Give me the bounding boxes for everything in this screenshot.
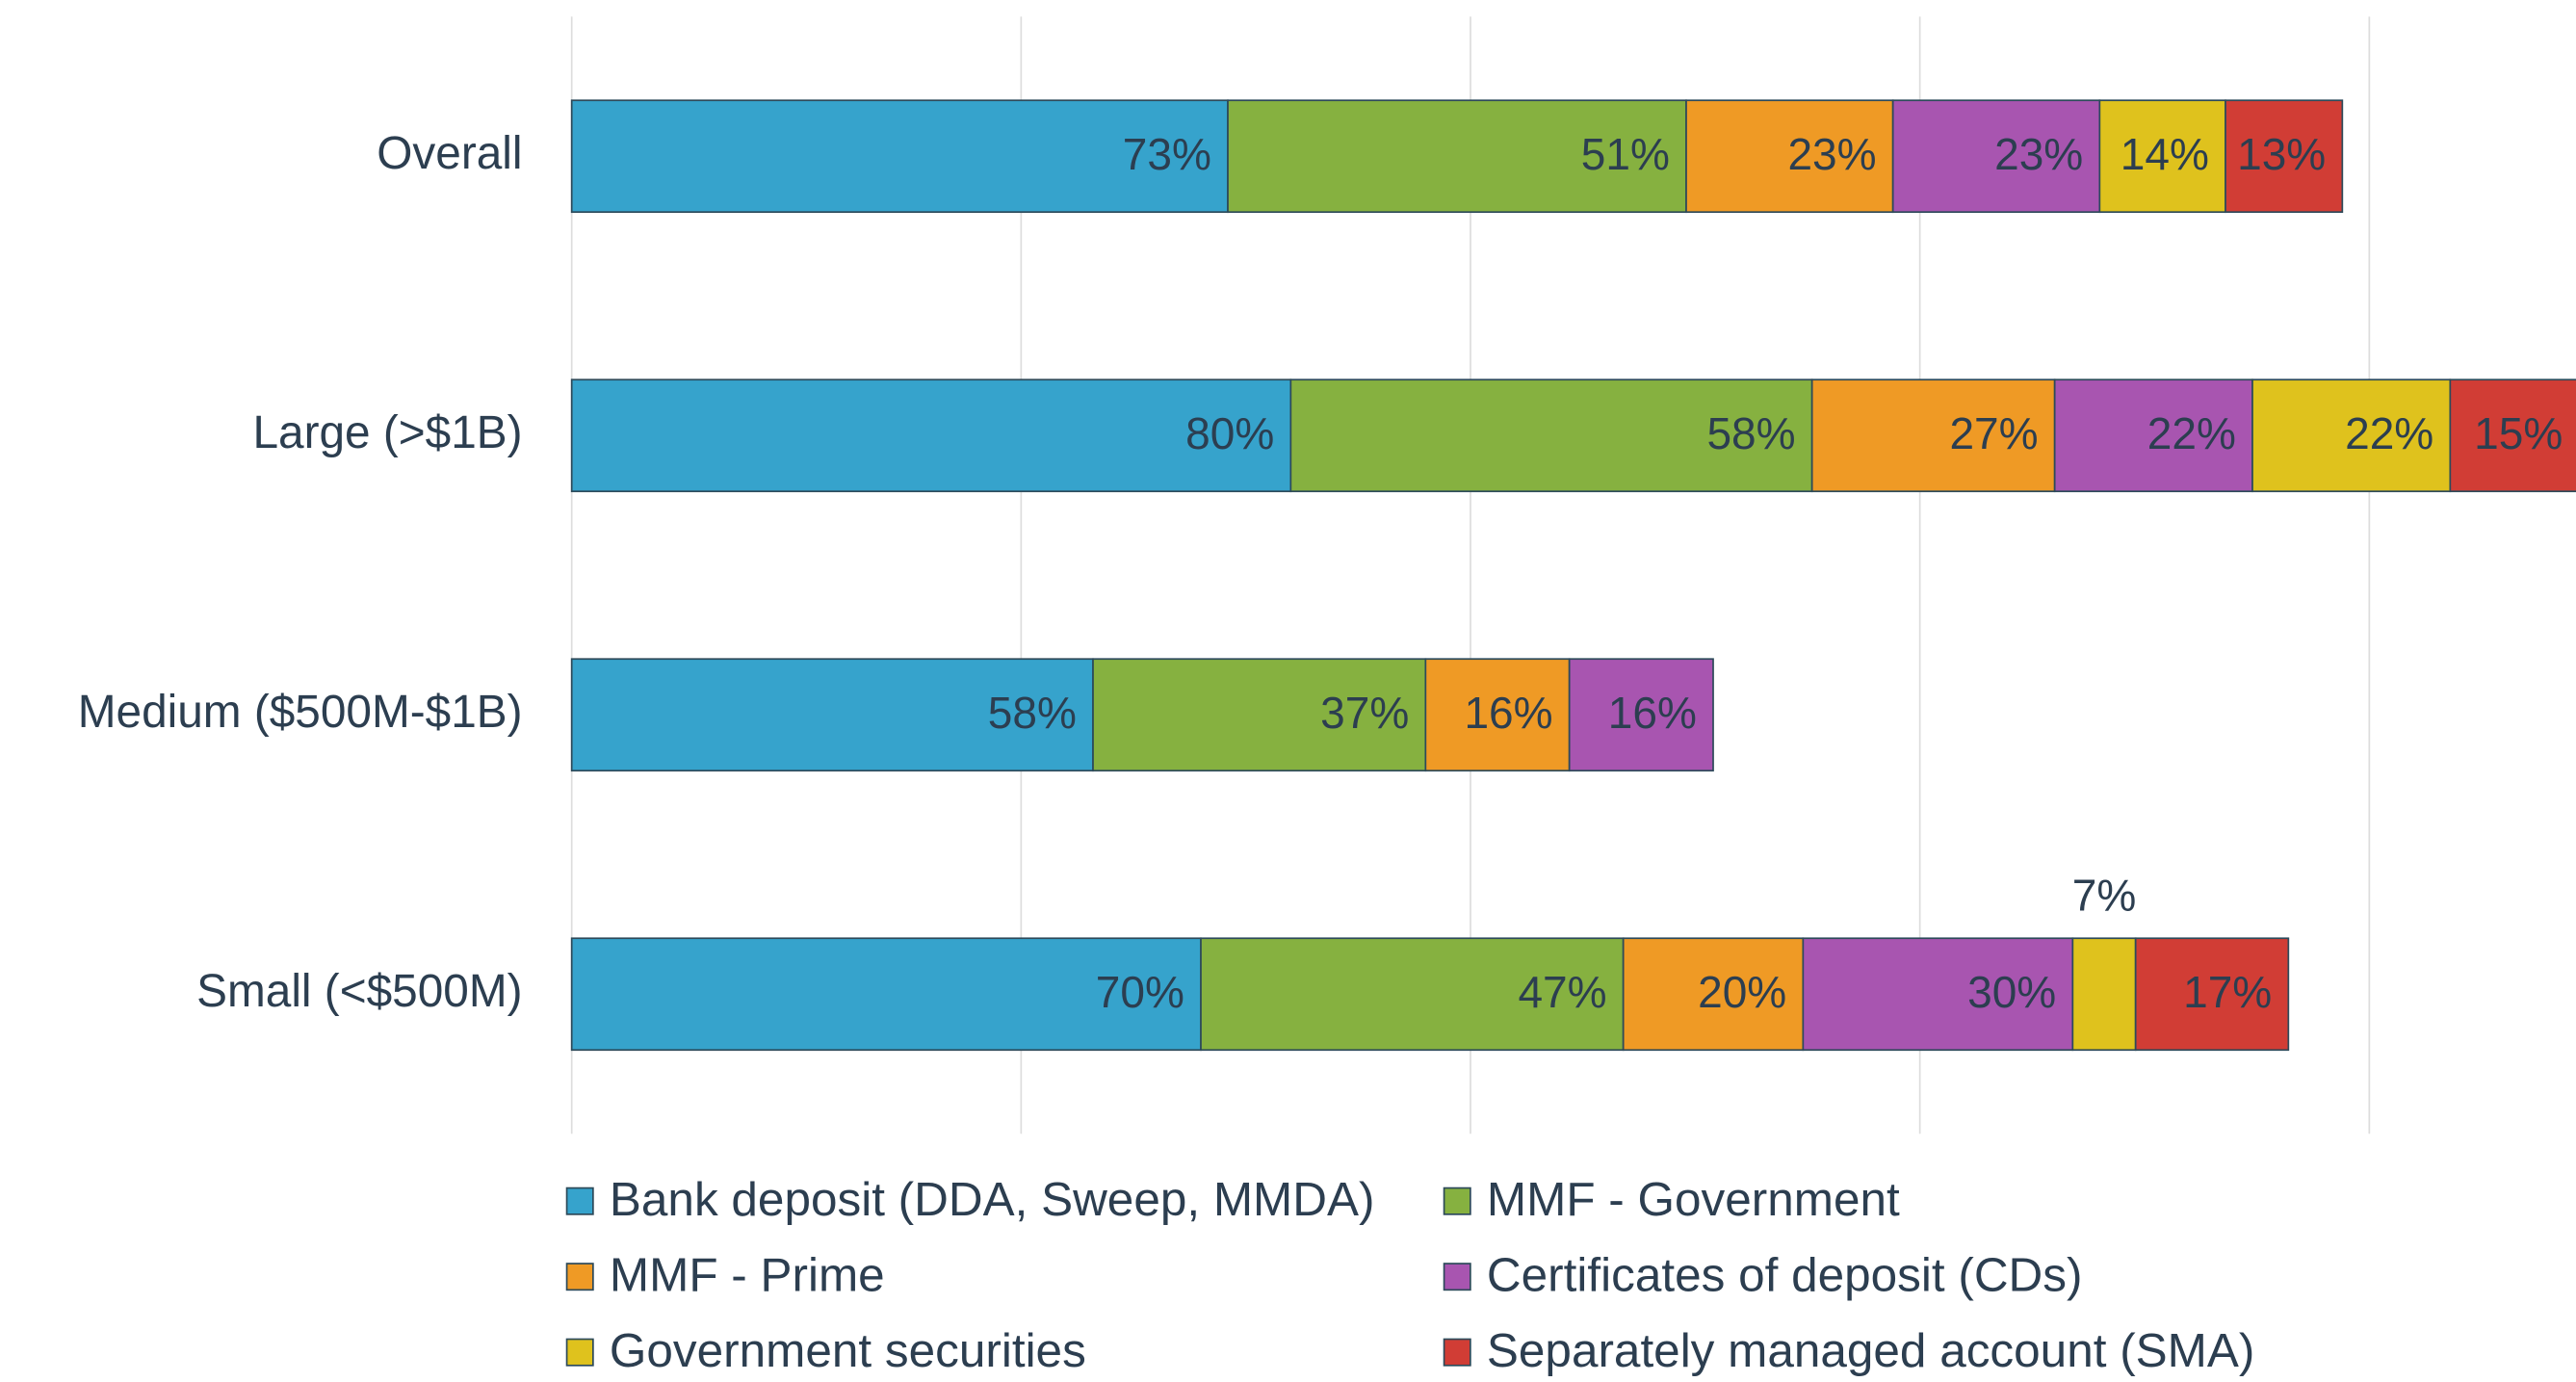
bar-segment	[1685, 99, 1894, 214]
data-label: 58%	[1706, 408, 1795, 458]
legend-swatch	[1443, 1338, 1471, 1367]
data-label: 16%	[1608, 688, 1697, 738]
data-label: 23%	[1787, 129, 1876, 179]
bar-segment	[570, 99, 1229, 214]
legend-swatch	[1443, 1186, 1471, 1215]
legend-label: MMF - Government	[1487, 1173, 1900, 1226]
bar-segment	[570, 378, 1292, 493]
data-label: 37%	[1320, 688, 1409, 738]
data-label: 15%	[2474, 408, 2563, 458]
data-label: 80%	[1185, 408, 1274, 458]
data-label: 51%	[1581, 129, 1670, 179]
labels: Overall 73% 51% 23% 23% 14% 13% Large (>$1B) 80%…	[78, 128, 2563, 1017]
legend-swatch	[565, 1186, 594, 1215]
data-label: 22%	[2345, 408, 2433, 458]
data-label: 47%	[1518, 967, 1606, 1017]
data-label: 27%	[1949, 408, 2038, 458]
data-label: 30%	[1967, 967, 2056, 1017]
legend-label: Government securities	[610, 1324, 1086, 1377]
bar-segment	[1568, 658, 1714, 772]
data-label: 58%	[988, 688, 1077, 738]
legend-swatch	[1443, 1263, 1471, 1291]
data-label: 70%	[1096, 967, 1184, 1017]
legend-swatch	[565, 1338, 594, 1367]
bar-segment	[1891, 99, 2101, 214]
bar-segment	[2134, 937, 2290, 1052]
legend-swatch	[565, 1263, 594, 1291]
data-label: 16%	[1464, 688, 1552, 738]
legend: Bank deposit (DDA, Sweep, MMDA) MMF - Gov…	[565, 1173, 2254, 1377]
data-label: 23%	[1994, 129, 2083, 179]
legend-label: MMF - Prime	[610, 1248, 885, 1301]
data-label: 14%	[2121, 129, 2209, 179]
bars	[570, 99, 2576, 1052]
data-label: 17%	[2183, 967, 2272, 1017]
bar-segment	[570, 937, 1202, 1052]
bar-segment	[570, 658, 1094, 772]
y-tick-label: Small (<$500M)	[196, 966, 522, 1017]
legend-label: Bank deposit (DDA, Sweep, MMDA)	[610, 1173, 1375, 1226]
bar-segment	[1622, 937, 1805, 1052]
y-tick-label: Medium ($500M-$1B)	[78, 687, 523, 738]
legend-label: Certificates of deposit (CDs)	[1487, 1248, 2083, 1301]
y-tick-label: Large (>$1B)	[252, 407, 522, 458]
data-label: 13%	[2237, 129, 2326, 179]
bar-segment	[1802, 937, 2074, 1052]
legend-label: Separately managed account (SMA)	[1487, 1324, 2254, 1377]
bar-segment	[1227, 99, 1687, 214]
bar-segment	[2071, 937, 2137, 1052]
bar-segment	[1200, 937, 1625, 1052]
y-tick-label: Overall	[377, 128, 522, 179]
data-label: 20%	[1698, 967, 1786, 1017]
bar-segment	[1289, 378, 1813, 493]
bar-segment	[2098, 99, 2226, 214]
data-label: 7%	[2072, 870, 2137, 920]
bar-segment	[2251, 378, 2452, 493]
bar-segment	[2225, 99, 2344, 214]
data-label: 22%	[2147, 408, 2236, 458]
data-label: 73%	[1123, 129, 1211, 179]
bar-segment	[1424, 658, 1571, 772]
bar-segment	[2449, 378, 2576, 493]
bar-segment	[2053, 378, 2253, 493]
